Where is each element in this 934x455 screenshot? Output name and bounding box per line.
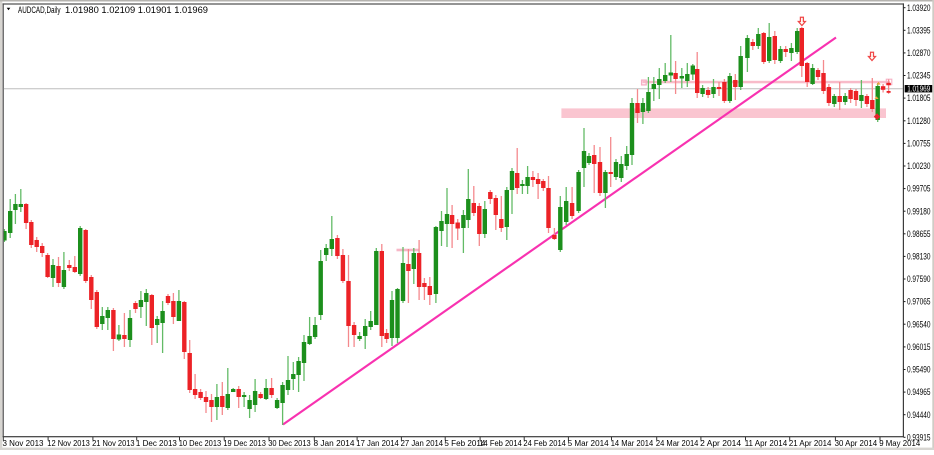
svg-text:0.94965: 0.94965 — [907, 387, 931, 397]
svg-text:0.99180: 0.99180 — [907, 206, 931, 216]
svg-text:27 Jan 2014: 27 Jan 2014 — [401, 438, 444, 448]
svg-text:19 Dec 2013: 19 Dec 2013 — [223, 438, 266, 448]
svg-text:1.02870: 1.02870 — [907, 48, 931, 58]
svg-text:1.00755: 1.00755 — [907, 139, 931, 149]
svg-text:1.01280: 1.01280 — [907, 116, 931, 126]
svg-text:2 Apr 2014: 2 Apr 2014 — [700, 438, 741, 448]
svg-text:14 Mar 2014: 14 Mar 2014 — [611, 438, 654, 448]
svg-text:0.97065: 0.97065 — [907, 297, 931, 307]
svg-text:21 Nov 2013: 21 Nov 2013 — [92, 438, 135, 448]
svg-text:AUDCAD,Daily: AUDCAD,Daily — [18, 5, 61, 15]
svg-text:17 Jan 2014: 17 Jan 2014 — [356, 438, 399, 448]
svg-text:0.98130: 0.98130 — [907, 252, 931, 262]
svg-text:1.01969: 1.01969 — [907, 84, 930, 93]
svg-text:5 Mar 2014: 5 Mar 2014 — [568, 438, 609, 448]
svg-text:12 Nov 2013: 12 Nov 2013 — [47, 438, 90, 448]
svg-text:0.99705: 0.99705 — [907, 184, 931, 194]
svg-text:30 Dec 2013: 30 Dec 2013 — [268, 438, 311, 448]
svg-text:1.00230: 1.00230 — [907, 161, 931, 171]
svg-text:8 Jan 2014: 8 Jan 2014 — [314, 438, 355, 448]
svg-text:14 Feb 2014: 14 Feb 2014 — [479, 438, 522, 448]
svg-text:0.96540: 0.96540 — [907, 319, 931, 329]
svg-text:1.03395: 1.03395 — [907, 25, 931, 35]
svg-text:21 Apr 2014: 21 Apr 2014 — [789, 438, 832, 448]
svg-text:30 Apr 2014: 30 Apr 2014 — [835, 438, 878, 448]
svg-text:1.02345: 1.02345 — [907, 71, 931, 81]
svg-text:1.03920: 1.03920 — [907, 3, 931, 13]
svg-text:1 Dec 2013: 1 Dec 2013 — [136, 438, 177, 448]
svg-text:1.01980 1.02109 1.01901 1.0196: 1.01980 1.02109 1.01901 1.01969 — [65, 5, 208, 15]
svg-text:0.97590: 0.97590 — [907, 274, 931, 284]
svg-text:0.94440: 0.94440 — [907, 410, 931, 420]
svg-text:9 May 2014: 9 May 2014 — [879, 438, 920, 448]
svg-text:24 Feb 2014: 24 Feb 2014 — [523, 438, 566, 448]
svg-text:1.01805: 1.01805 — [907, 93, 931, 103]
svg-text:0.95490: 0.95490 — [907, 365, 931, 375]
svg-text:0.96015: 0.96015 — [907, 342, 931, 352]
svg-text:10 Dec 2013: 10 Dec 2013 — [179, 438, 222, 448]
svg-text:5 Feb 2014: 5 Feb 2014 — [444, 438, 485, 448]
svg-text:11 Apr 2014: 11 Apr 2014 — [745, 438, 788, 448]
svg-text:0.98655: 0.98655 — [907, 229, 931, 239]
svg-text:3 Nov 2013: 3 Nov 2013 — [3, 438, 44, 448]
svg-text:0.93915: 0.93915 — [907, 432, 931, 442]
svg-text:24 Mar 2014: 24 Mar 2014 — [656, 438, 699, 448]
